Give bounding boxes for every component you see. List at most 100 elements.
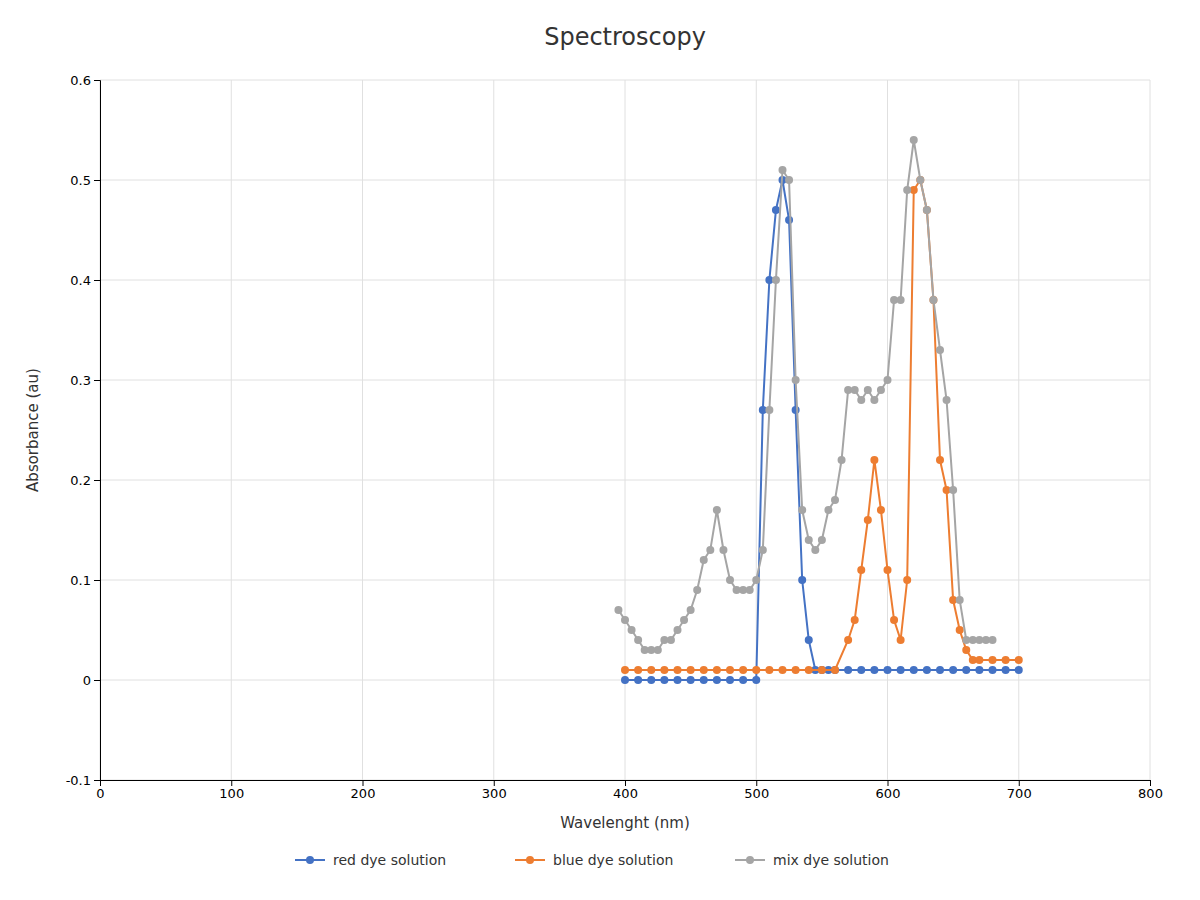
series-point xyxy=(923,666,931,674)
series-point xyxy=(903,186,911,194)
series-point xyxy=(818,666,826,674)
series-point xyxy=(765,666,773,674)
series-point xyxy=(949,486,957,494)
series-point xyxy=(687,606,695,614)
y-axis-tick-line xyxy=(94,580,100,581)
y-axis-tick: 0.2 xyxy=(70,473,100,488)
series-point xyxy=(634,636,642,644)
x-axis-tick: 800 xyxy=(1138,780,1163,801)
series-point xyxy=(739,676,747,684)
series-point xyxy=(805,536,813,544)
series-point xyxy=(700,676,708,684)
series-point xyxy=(772,206,780,214)
series-point xyxy=(798,576,806,584)
y-axis-tick-line xyxy=(94,480,100,481)
grid-line-y xyxy=(100,180,1150,181)
series-point xyxy=(687,666,695,674)
x-axis-tick-line xyxy=(756,780,757,786)
series-point xyxy=(779,666,787,674)
series-point xyxy=(949,666,957,674)
y-axis-tick-line xyxy=(94,380,100,381)
series-point xyxy=(693,586,701,594)
series-point xyxy=(916,176,924,184)
y-axis-tick-line xyxy=(94,780,100,781)
series-line xyxy=(618,140,992,650)
grid-line-y xyxy=(100,280,1150,281)
y-axis-domain xyxy=(94,81,101,781)
x-axis-tick-line xyxy=(363,780,364,786)
series-point xyxy=(916,176,924,184)
y-axis-tick-label: 0.3 xyxy=(70,373,91,388)
series-point xyxy=(857,566,865,574)
series-point xyxy=(818,666,826,674)
x-axis-tick-line xyxy=(1019,780,1020,786)
series-point xyxy=(674,666,682,674)
series-point xyxy=(654,646,662,654)
y-axis-tick: 0.5 xyxy=(70,173,100,188)
series-point xyxy=(765,406,773,414)
series-point xyxy=(831,666,839,674)
series-point xyxy=(890,616,898,624)
series-point xyxy=(634,666,642,674)
series-point xyxy=(870,456,878,464)
series-point xyxy=(857,396,865,404)
series-point xyxy=(700,666,708,674)
series-point xyxy=(962,666,970,674)
x-axis-tick-line xyxy=(625,780,626,786)
series-point xyxy=(647,666,655,674)
series-point xyxy=(752,666,760,674)
x-axis-tick-label: 300 xyxy=(482,786,507,801)
series-point xyxy=(857,666,865,674)
series-point xyxy=(989,666,997,674)
series-point xyxy=(975,666,983,674)
y-axis-tick: 0.4 xyxy=(70,273,100,288)
grid-line-y xyxy=(100,580,1150,581)
series-point xyxy=(824,506,832,514)
series-point xyxy=(910,666,918,674)
series-point xyxy=(779,166,787,174)
series-point xyxy=(792,376,800,384)
series-point xyxy=(726,666,734,674)
y-axis-tick-label: 0.2 xyxy=(70,473,91,488)
x-axis-tick-label: 500 xyxy=(744,786,769,801)
series-point xyxy=(660,676,668,684)
y-axis-tick: 0.1 xyxy=(70,573,100,588)
series-point xyxy=(929,296,937,304)
series-point xyxy=(739,666,747,674)
x-axis-tick-line xyxy=(1150,780,1151,786)
series-point xyxy=(667,636,675,644)
y-axis: -0.100.10.20.30.40.50.6 xyxy=(66,73,101,788)
legend-item: red dye solution xyxy=(295,852,446,868)
legend-item: mix dye solution xyxy=(735,852,889,868)
series-point xyxy=(943,396,951,404)
x-axis-tick-label: 700 xyxy=(1007,786,1032,801)
x-axis-tick-label: 100 xyxy=(219,786,244,801)
series-point xyxy=(956,626,964,634)
x-axis-tick: 400 xyxy=(613,780,638,801)
grid-line-y xyxy=(100,80,1150,81)
series-point xyxy=(897,296,905,304)
x-axis-tick: 0 xyxy=(96,780,104,801)
x-axis-title: Wavelenght (nm) xyxy=(560,814,690,832)
series-point xyxy=(870,666,878,674)
series-point xyxy=(831,496,839,504)
series-point xyxy=(811,546,819,554)
y-axis-tick-line xyxy=(94,180,100,181)
y-axis-tick: 0.3 xyxy=(70,373,100,388)
series-point xyxy=(923,206,931,214)
series-point xyxy=(719,546,727,554)
x-axis-tick-label: 400 xyxy=(613,786,638,801)
series-point xyxy=(989,636,997,644)
series-point xyxy=(805,666,813,674)
legend-swatch-marker xyxy=(746,856,754,864)
series-point xyxy=(687,676,695,684)
series-point xyxy=(864,516,872,524)
series-point xyxy=(746,586,754,594)
series-point xyxy=(634,676,642,684)
series-point xyxy=(929,296,937,304)
series-point xyxy=(660,666,668,674)
series-point xyxy=(884,566,892,574)
x-axis-tick: 600 xyxy=(876,780,901,801)
plot-area: 0100200300400500600700800-0.100.10.20.30… xyxy=(66,73,1163,802)
series-point xyxy=(713,676,721,684)
